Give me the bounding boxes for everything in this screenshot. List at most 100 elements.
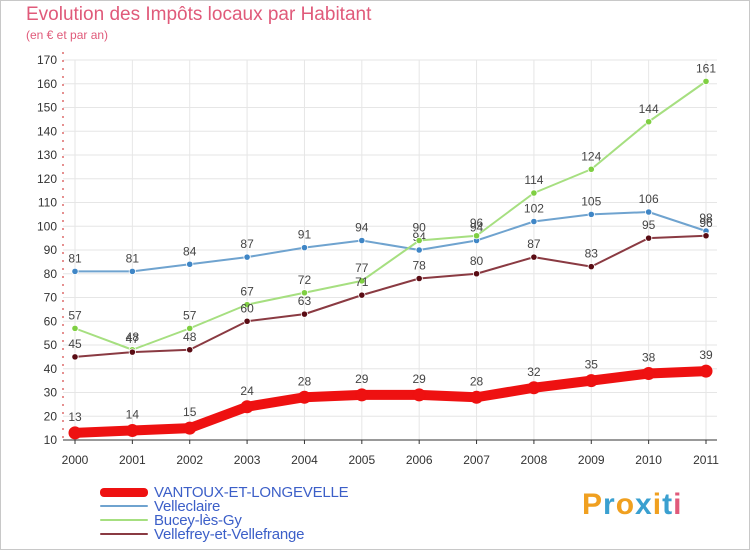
y-tick-label: 170 bbox=[37, 53, 57, 67]
series-2-point bbox=[645, 118, 653, 126]
series-0-point bbox=[240, 400, 254, 414]
series-0-point bbox=[125, 424, 139, 437]
series-3-data-label: 71 bbox=[355, 275, 369, 289]
series-1-data-label: 91 bbox=[298, 228, 312, 242]
series-0-point bbox=[297, 390, 311, 404]
series-1-data-label: 102 bbox=[524, 202, 544, 216]
series-3-point bbox=[645, 234, 653, 242]
series-2-data-label: 67 bbox=[240, 285, 254, 299]
series-2-data-label: 57 bbox=[68, 308, 82, 322]
chart-subtitle: (en € et par an) bbox=[26, 28, 109, 42]
series-1-point bbox=[300, 244, 309, 252]
series-0-data-label: 29 bbox=[413, 372, 427, 386]
legend-label-vantoux: VANTOUX-ET-LONGEVELLE bbox=[154, 483, 349, 501]
series-0-point bbox=[470, 390, 484, 404]
series-0-point bbox=[584, 374, 598, 388]
series-1-data-label: 106 bbox=[639, 192, 659, 206]
series-2-data-label: 77 bbox=[355, 261, 369, 275]
series-0-point bbox=[68, 426, 82, 440]
series-2-data-label: 144 bbox=[639, 102, 659, 116]
y-tick-label: 20 bbox=[44, 409, 58, 423]
series-1-data-label: 81 bbox=[68, 251, 82, 265]
legend-swatch-velleclaire bbox=[100, 505, 148, 507]
series-2-point bbox=[358, 277, 366, 285]
series-1-data-label: 105 bbox=[581, 194, 601, 208]
series-1-point bbox=[186, 260, 194, 268]
y-tick-label: 100 bbox=[37, 219, 57, 233]
legend-label-velleclaire: Velleclaire bbox=[154, 497, 221, 515]
series-1-data-label: 87 bbox=[240, 237, 254, 251]
series-3-data-label: 78 bbox=[413, 259, 427, 273]
y-tick-label: 140 bbox=[37, 124, 57, 138]
series-1-point bbox=[415, 246, 423, 254]
series-3-point bbox=[530, 253, 538, 261]
series-3-data-label: 83 bbox=[585, 247, 599, 261]
series-2-data-label: 57 bbox=[183, 308, 197, 322]
series-2-point bbox=[472, 232, 481, 240]
x-tick-label: 2001 bbox=[119, 453, 146, 467]
y-tick-label: 10 bbox=[44, 433, 58, 447]
series-0-point bbox=[642, 367, 656, 380]
series-1-data-label: 84 bbox=[183, 244, 197, 258]
legend-label-vellefrey: Vellefrey-et-Vellefrange bbox=[154, 525, 305, 543]
x-tick-label: 2010 bbox=[635, 453, 662, 467]
series-3-point bbox=[300, 310, 309, 318]
series-0-data-label: 28 bbox=[298, 374, 312, 388]
series-3-point bbox=[587, 263, 595, 271]
y-tick-label: 50 bbox=[44, 338, 58, 352]
y-tick-label: 130 bbox=[37, 148, 57, 162]
series-1-line bbox=[74, 211, 707, 273]
series-1-data-label: 94 bbox=[355, 221, 369, 235]
x-tick-label: 2005 bbox=[348, 453, 375, 467]
series-2-point bbox=[587, 165, 595, 173]
series-0-data-label: 15 bbox=[183, 405, 197, 419]
series-3-data-label: 87 bbox=[527, 237, 541, 251]
series-3-point bbox=[358, 291, 366, 299]
series-2-data-label: 96 bbox=[470, 216, 484, 230]
legend-label-bucey: Bucey-lès-Gy bbox=[154, 511, 242, 529]
series-2-data-label: 72 bbox=[298, 273, 312, 287]
series-2-point bbox=[300, 289, 309, 297]
y-tick-label: 160 bbox=[37, 77, 57, 91]
series-2-point bbox=[186, 324, 194, 332]
series-2-point bbox=[415, 236, 423, 245]
series-0-point bbox=[699, 364, 713, 378]
series-2-data-label: 48 bbox=[126, 330, 140, 344]
series-1-point bbox=[645, 208, 653, 216]
x-tick-label: 2011 bbox=[693, 453, 719, 467]
series-2-data-label: 161 bbox=[696, 61, 716, 75]
series-0-point bbox=[527, 381, 541, 395]
series-0-data-label: 14 bbox=[126, 408, 140, 422]
series-3-data-label: 96 bbox=[699, 216, 713, 230]
legend-item-bucey: Bucey-lès-Gy bbox=[100, 511, 348, 529]
y-tick-label: 150 bbox=[37, 101, 57, 115]
series-1-data-label: 94 bbox=[470, 221, 484, 235]
legend-item-vellefrey: Vellefrey-et-Vellefrange bbox=[100, 525, 348, 543]
x-tick-label: 2004 bbox=[291, 453, 318, 467]
series-3-point bbox=[71, 353, 79, 361]
y-tick-label: 120 bbox=[37, 172, 57, 186]
series-0-data-label: 39 bbox=[699, 348, 713, 362]
legend-item-velleclaire: Velleclaire bbox=[100, 497, 348, 515]
series-1-point bbox=[243, 253, 251, 261]
series-3-data-label: 95 bbox=[642, 218, 656, 232]
series-0-point bbox=[355, 388, 369, 402]
chart-legend: VANTOUX-ET-LONGEVELLE Velleclaire Bucey-… bbox=[100, 483, 349, 543]
legend-swatch-vantoux bbox=[100, 487, 148, 497]
x-tick-label: 2000 bbox=[62, 453, 89, 467]
proxiti-logo: Proxiti bbox=[582, 488, 683, 521]
series-2-point bbox=[702, 77, 710, 85]
series-1-point bbox=[587, 210, 595, 218]
series-3-data-label: 60 bbox=[240, 301, 254, 315]
x-tick-label: 2003 bbox=[234, 453, 261, 467]
x-tick-label: 2002 bbox=[176, 453, 203, 467]
y-tick-label: 110 bbox=[38, 196, 57, 210]
series-3-line bbox=[74, 234, 707, 358]
y-tick-label: 40 bbox=[44, 362, 58, 376]
y-tick-label: 60 bbox=[44, 314, 58, 328]
series-0-data-label: 29 bbox=[355, 372, 369, 386]
chart-title: Evolution des Impôts locaux par Habitant bbox=[26, 4, 372, 25]
series-3-point bbox=[702, 232, 710, 240]
series-1-data-label: 98 bbox=[699, 211, 713, 225]
